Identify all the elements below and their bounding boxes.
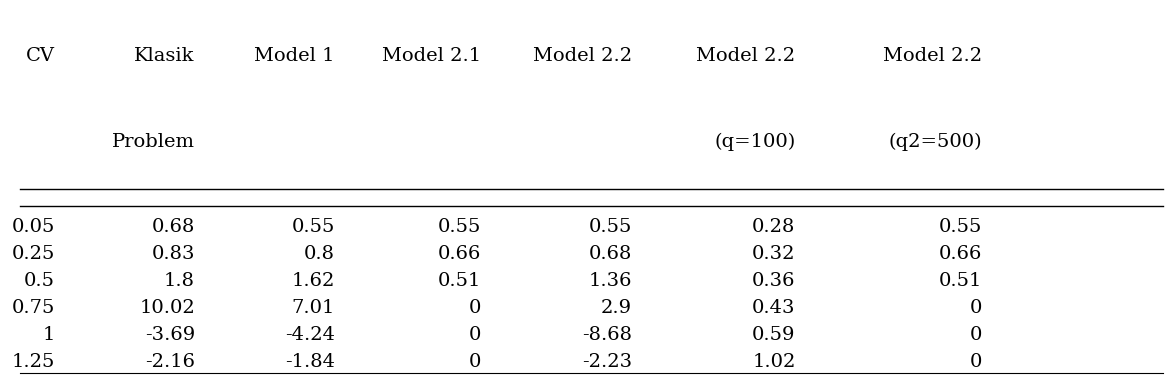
Text: -3.69: -3.69 bbox=[145, 325, 195, 344]
Text: CV: CV bbox=[26, 47, 55, 65]
Text: 0.55: 0.55 bbox=[292, 217, 335, 235]
Text: 0.51: 0.51 bbox=[437, 271, 481, 290]
Text: Model 2.1: Model 2.1 bbox=[381, 47, 481, 65]
Text: 0.28: 0.28 bbox=[753, 217, 795, 235]
Text: 0.32: 0.32 bbox=[753, 245, 795, 263]
Text: 1.62: 1.62 bbox=[292, 271, 335, 290]
Text: 0.83: 0.83 bbox=[152, 245, 195, 263]
Text: 0.8: 0.8 bbox=[303, 245, 335, 263]
Text: 0.68: 0.68 bbox=[152, 217, 195, 235]
Text: 0.55: 0.55 bbox=[437, 217, 481, 235]
Text: 0: 0 bbox=[468, 299, 481, 316]
Text: -2.16: -2.16 bbox=[145, 353, 195, 370]
Text: 0.05: 0.05 bbox=[12, 217, 55, 235]
Text: 0.5: 0.5 bbox=[24, 271, 55, 290]
Text: 0.59: 0.59 bbox=[753, 325, 795, 344]
Text: 0.43: 0.43 bbox=[753, 299, 795, 316]
Text: 1.02: 1.02 bbox=[753, 353, 795, 370]
Text: 0.51: 0.51 bbox=[938, 271, 982, 290]
Text: 0: 0 bbox=[468, 325, 481, 344]
Text: 0.36: 0.36 bbox=[753, 271, 795, 290]
Text: 1.36: 1.36 bbox=[589, 271, 633, 290]
Text: 0.68: 0.68 bbox=[589, 245, 633, 263]
Text: 0.66: 0.66 bbox=[938, 245, 982, 263]
Text: (q=100): (q=100) bbox=[714, 133, 795, 152]
Text: -8.68: -8.68 bbox=[582, 325, 633, 344]
Text: -2.23: -2.23 bbox=[582, 353, 633, 370]
Text: 2.9: 2.9 bbox=[601, 299, 633, 316]
Text: 0.25: 0.25 bbox=[12, 245, 55, 263]
Text: Model 2.2: Model 2.2 bbox=[883, 47, 982, 65]
Text: 0: 0 bbox=[970, 353, 982, 370]
Text: Model 2.2: Model 2.2 bbox=[533, 47, 633, 65]
Text: 1.25: 1.25 bbox=[12, 353, 55, 370]
Text: 7.01: 7.01 bbox=[292, 299, 335, 316]
Text: 0.55: 0.55 bbox=[938, 217, 982, 235]
Text: 0.66: 0.66 bbox=[437, 245, 481, 263]
Text: 0: 0 bbox=[468, 353, 481, 370]
Text: 1.8: 1.8 bbox=[163, 271, 195, 290]
Text: 0.55: 0.55 bbox=[589, 217, 633, 235]
Text: 1: 1 bbox=[42, 325, 55, 344]
Text: Problem: Problem bbox=[112, 133, 195, 152]
Text: -4.24: -4.24 bbox=[285, 325, 335, 344]
Text: Model 2.2: Model 2.2 bbox=[696, 47, 795, 65]
Text: 0: 0 bbox=[970, 299, 982, 316]
Text: 0: 0 bbox=[970, 325, 982, 344]
Text: Klasik: Klasik bbox=[134, 47, 195, 65]
Text: Model 1: Model 1 bbox=[254, 47, 335, 65]
Text: (q2=500): (q2=500) bbox=[889, 133, 982, 152]
Text: 0.75: 0.75 bbox=[12, 299, 55, 316]
Text: -1.84: -1.84 bbox=[285, 353, 335, 370]
Text: 10.02: 10.02 bbox=[139, 299, 195, 316]
